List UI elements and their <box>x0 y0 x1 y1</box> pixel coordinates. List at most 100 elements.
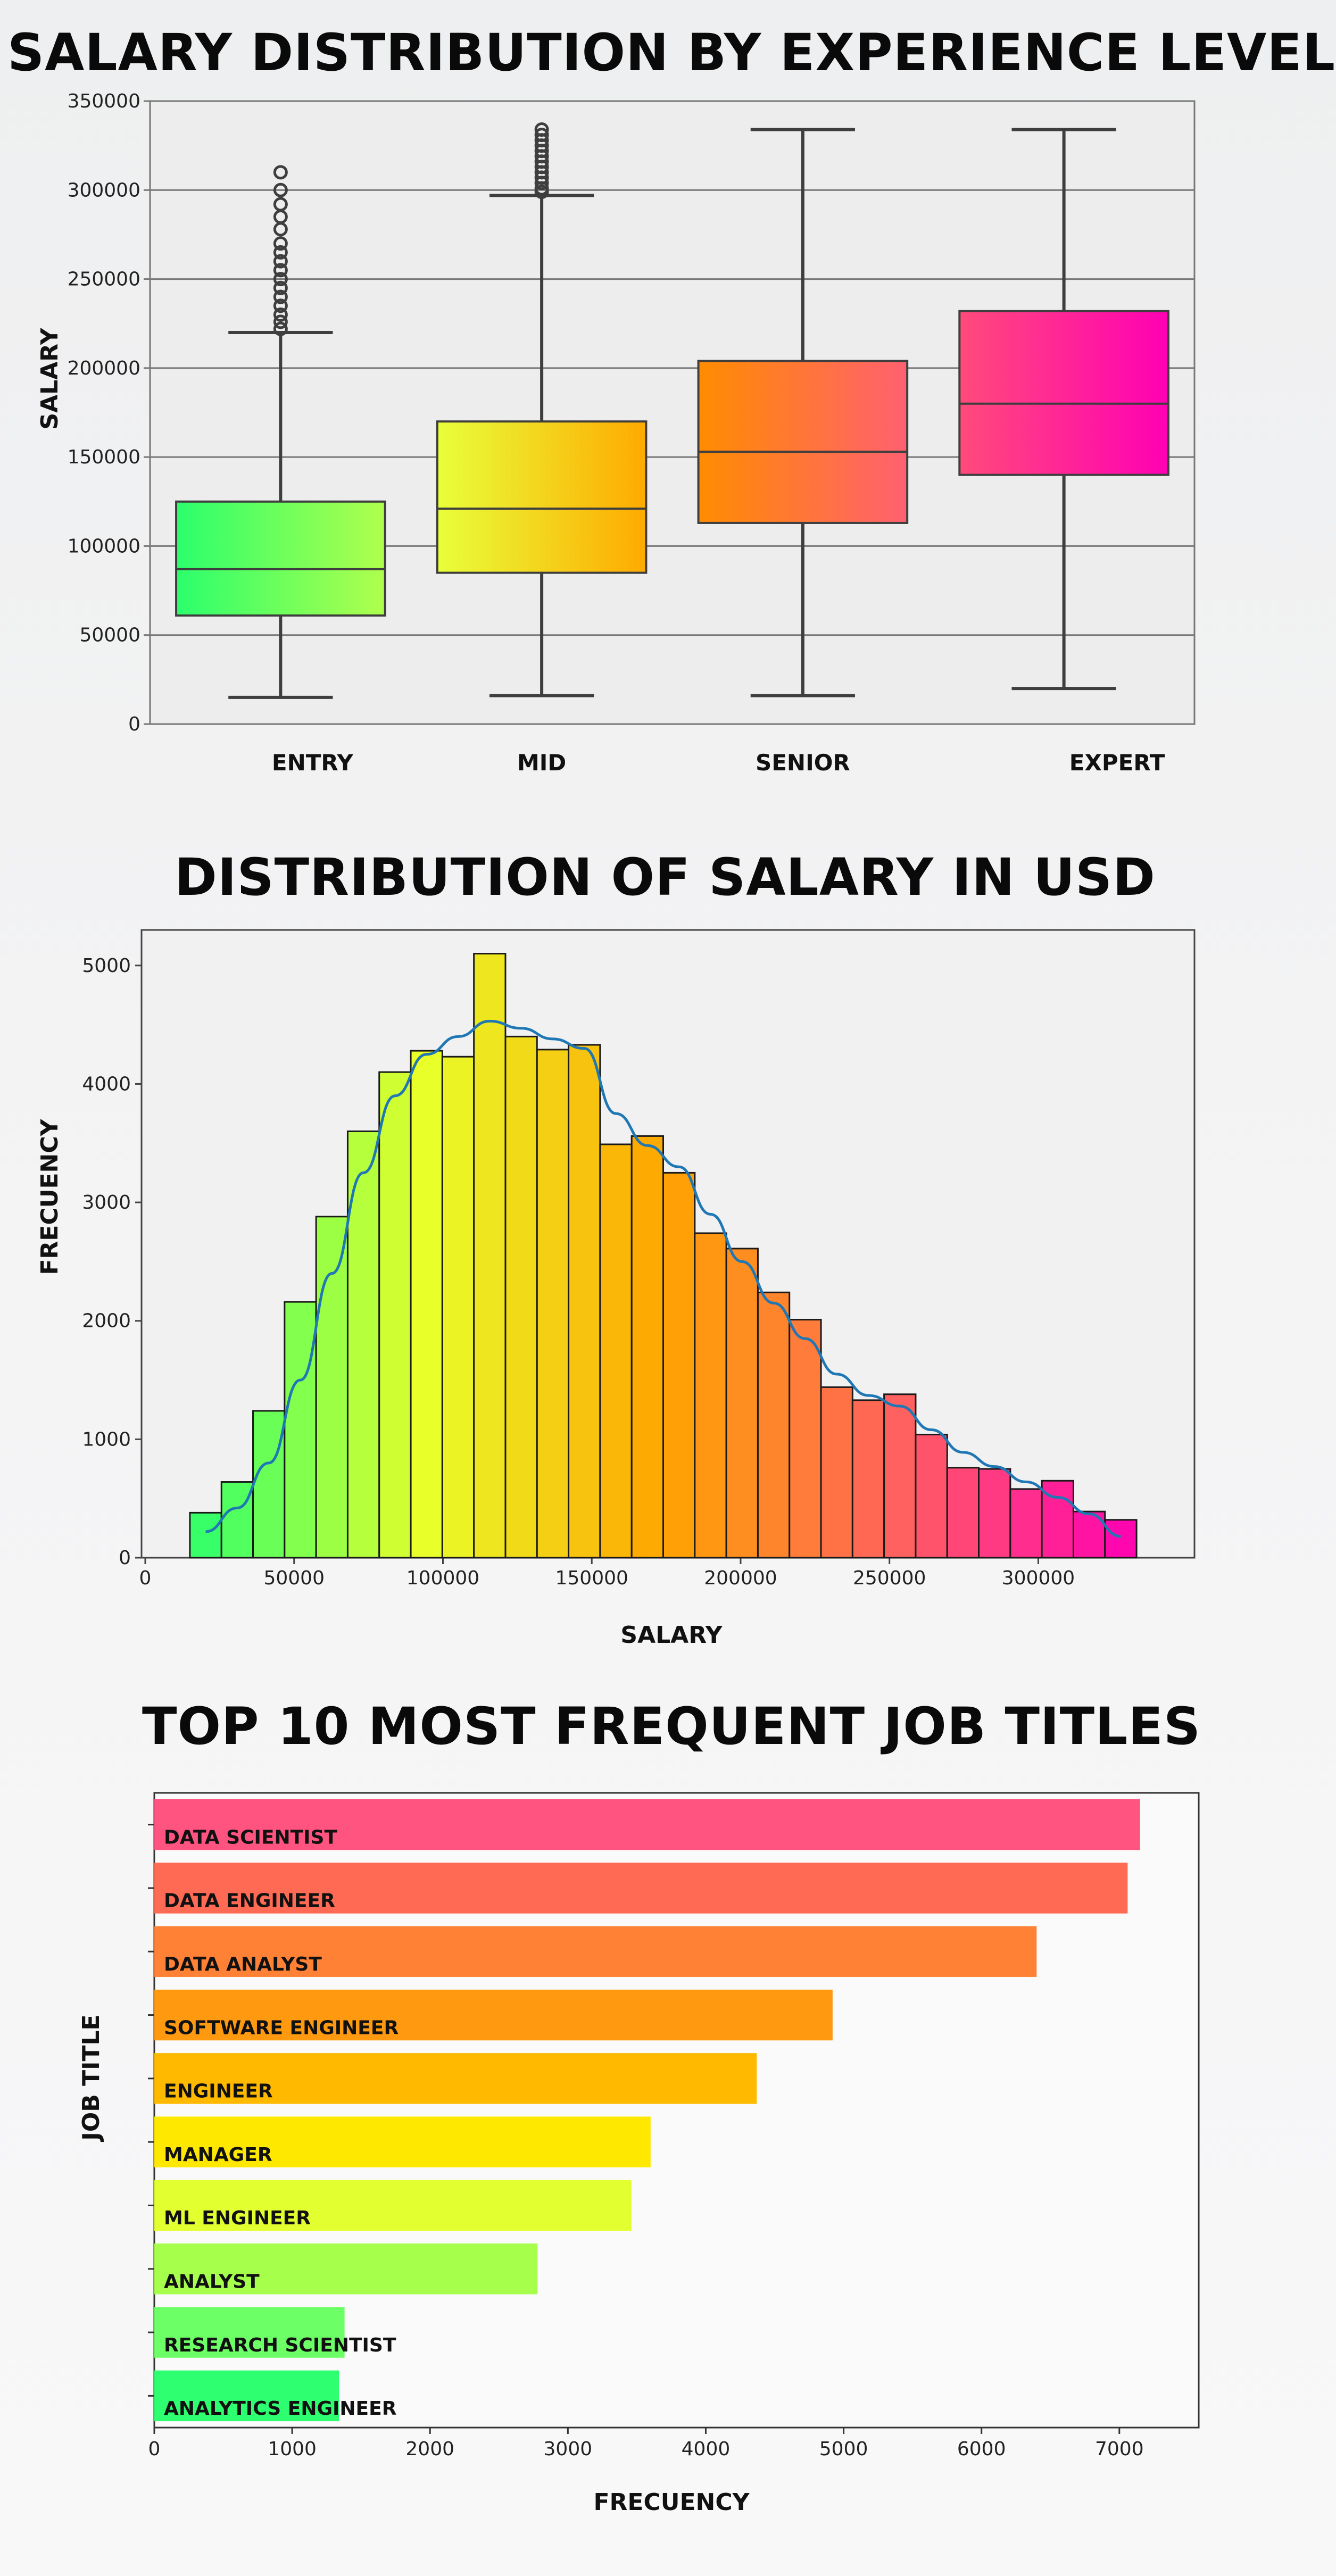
job-title-label: DATA SCIENTIST <box>164 1826 337 1848</box>
y-tick-label: 100000 <box>68 535 140 557</box>
histogram-bar <box>694 1232 727 1559</box>
outlier-point <box>273 272 288 287</box>
histogram-bar <box>315 1216 348 1559</box>
hbar-chart: TOP 10 MOST FREQUENT JOB TITLES JOB TITL… <box>78 1697 1200 2516</box>
x-tick-label: 250000 <box>853 1567 926 1589</box>
histogram-ylabel: FRECUENCY <box>36 1118 63 1275</box>
outlier-point <box>534 122 549 137</box>
job-title-label: DATA ANALYST <box>164 1954 322 1975</box>
y-tick-label: 1000 <box>82 1428 131 1450</box>
x-tick-label: 2000 <box>405 2438 454 2460</box>
histogram-bar <box>504 1035 538 1559</box>
y-tick-label: 200000 <box>68 358 140 379</box>
histogram-bar <box>220 1481 254 1559</box>
outlier-point <box>273 165 288 180</box>
job-title-label: ANALYTICS ENGINEER <box>164 2398 396 2420</box>
histogram-bar <box>284 1301 317 1559</box>
outlier-point <box>273 280 288 295</box>
box-expert <box>958 310 1169 476</box>
job-title-label: MANAGER <box>164 2144 272 2166</box>
job-bar <box>154 1799 1140 1850</box>
x-category-label: SENIOR <box>756 750 850 776</box>
job-bar <box>154 1989 833 2041</box>
outlier-point <box>273 236 288 251</box>
x-tick-label: 100000 <box>406 1567 479 1589</box>
x-category-label: MID <box>517 750 566 776</box>
job-bar <box>154 2053 757 2104</box>
job-bar <box>154 1926 1037 1977</box>
job-bar <box>154 2307 345 2358</box>
histogram-bar <box>473 953 507 1559</box>
y-tick-label: 50000 <box>79 625 140 646</box>
x-tick-label: 3000 <box>544 2438 593 2460</box>
outlier-point <box>273 245 288 260</box>
job-bar <box>154 2116 651 2167</box>
box-senior <box>697 360 909 524</box>
histogram-title: DISTRIBUTION OF SALARY IN USD <box>175 847 1156 907</box>
histogram-bar <box>883 1393 917 1559</box>
histogram-bar <box>630 1135 665 1559</box>
y-tick-label: 150000 <box>68 446 140 468</box>
x-tick-label: 1000 <box>268 2438 317 2460</box>
outlier-point <box>273 263 288 278</box>
x-tick-label: 0 <box>139 1567 152 1589</box>
box-entry <box>175 500 386 617</box>
histogram-chart: DISTRIBUTION OF SALARY IN USD FRECUENCY … <box>36 847 1196 1649</box>
y-tick-label: 300000 <box>68 179 140 201</box>
histogram-bar <box>441 1056 475 1559</box>
outlier-point <box>273 298 288 313</box>
y-tick-label: 350000 <box>68 90 140 112</box>
job-bar <box>154 1863 1128 1914</box>
histogram-bar <box>662 1171 696 1559</box>
x-tick-label: 6000 <box>957 2438 1006 2460</box>
histogram-bar <box>599 1143 633 1559</box>
boxplot-ylabel: SALARY <box>36 327 63 429</box>
y-tick-label: 0 <box>119 1547 131 1569</box>
boxplot-title: SALARY DISTRIBUTION BY EXPERIENCE LEVEL <box>7 23 1335 82</box>
outlier-point <box>273 314 288 329</box>
histogram-bar <box>378 1071 412 1559</box>
job-title-label: RESEARCH SCIENTIST <box>164 2334 396 2356</box>
outlier-point <box>534 128 549 143</box>
histogram-bar <box>1009 1488 1043 1559</box>
histogram-bar <box>851 1399 885 1559</box>
x-tick-label: 150000 <box>555 1567 628 1589</box>
x-tick-label: 300000 <box>1002 1567 1075 1589</box>
kde-line <box>205 1019 1121 1538</box>
job-title-label: ENGINEER <box>164 2081 273 2103</box>
x-tick-label: 0 <box>148 2438 161 2460</box>
hbar-ylabel: JOB TITLE <box>78 2014 105 2142</box>
outlier-point <box>273 321 288 336</box>
x-category-label: ENTRY <box>272 750 354 776</box>
hbar-xlabel: FRECUENCY <box>593 2489 750 2516</box>
hbar-marks: 0 1000 2000 3000 4000 5000 6000 7000 DATA SCIENT… <box>148 1799 1144 2460</box>
x-tick-label: 50000 <box>263 1567 325 1589</box>
histogram-bar <box>725 1248 759 1559</box>
histogram-bar <box>946 1467 980 1559</box>
y-tick-label: 0 <box>128 713 140 735</box>
outlier-point <box>273 289 288 304</box>
x-tick-label: 4000 <box>682 2438 731 2460</box>
histogram-xlabel: SALARY <box>620 1622 723 1649</box>
y-tick-label: 5000 <box>82 955 131 977</box>
histogram-bar <box>757 1291 791 1559</box>
job-title-label: ML ENGINEER <box>164 2207 311 2229</box>
histogram-bar <box>536 1049 570 1559</box>
y-tick-label: 4000 <box>82 1073 131 1095</box>
y-tick-label: 2000 <box>82 1310 131 1332</box>
histogram-bar <box>789 1318 822 1559</box>
histogram-bar <box>915 1433 948 1559</box>
histogram-bar <box>568 1044 601 1559</box>
box-mid <box>436 420 648 574</box>
x-tick-label: 5000 <box>819 2438 868 2460</box>
job-bar <box>154 2180 632 2231</box>
y-tick-label: 250000 <box>68 269 140 290</box>
boxplot-marks: 0 50000 100000 150000 200000 250000 300000 3500… <box>68 90 1194 776</box>
histogram-bar <box>252 1410 286 1559</box>
outlier-point <box>273 197 288 212</box>
histogram-bar <box>189 1511 222 1559</box>
job-bar <box>154 2243 538 2295</box>
histogram-bar <box>820 1386 853 1559</box>
